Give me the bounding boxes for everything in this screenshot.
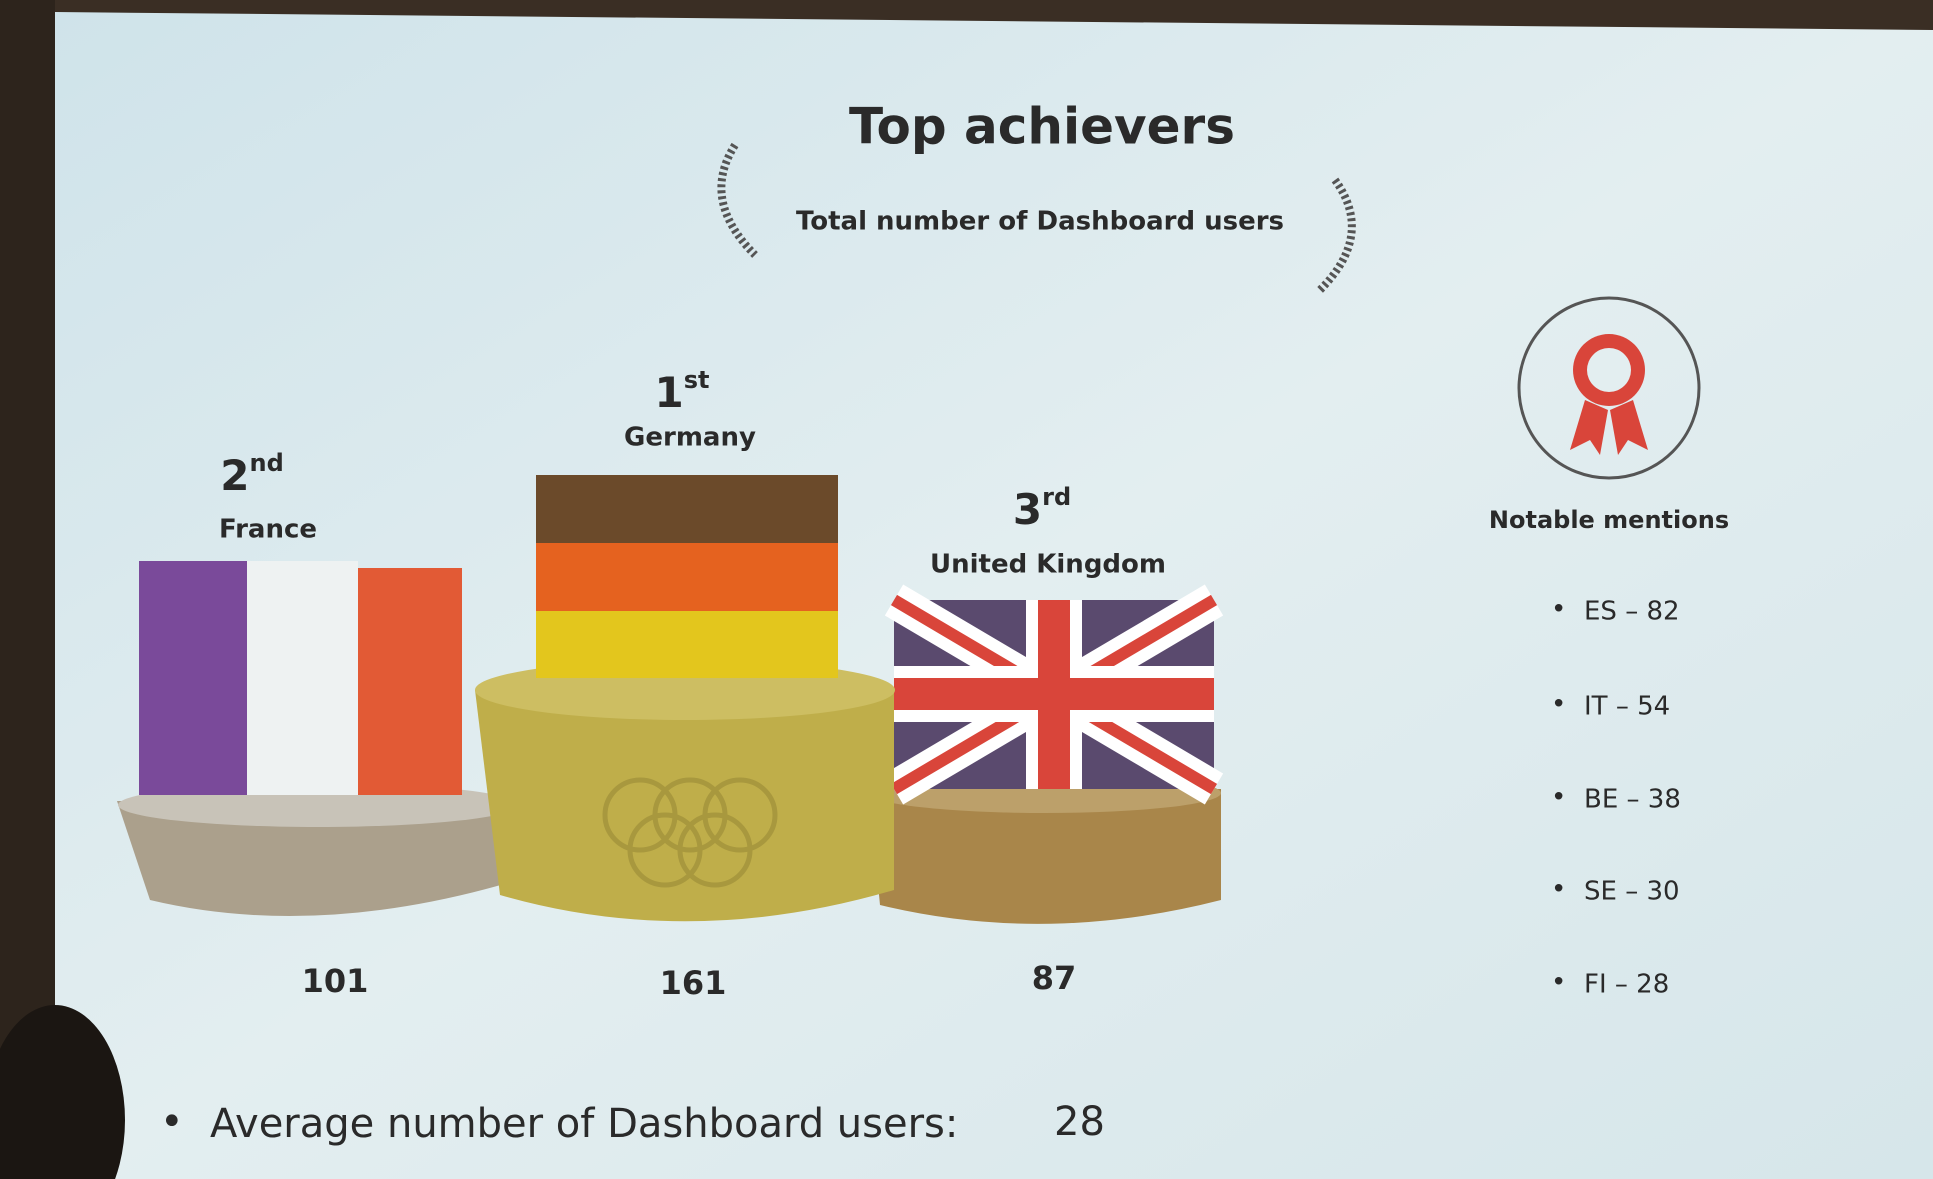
notable-item: ES – 82	[1584, 597, 1680, 627]
rank-suffix: nd	[249, 449, 283, 477]
rank-number: 1	[655, 368, 684, 417]
notable-item: IT – 54	[1584, 692, 1670, 722]
subtitle: Total number of Dashboard users	[796, 207, 1284, 237]
notable-item: SE – 30	[1584, 877, 1680, 907]
rank-suffix: st	[684, 366, 710, 394]
rank-number: 3	[1013, 485, 1042, 534]
notable-item: FI – 28	[1584, 970, 1669, 1000]
average-value: 28	[1054, 1099, 1105, 1145]
flag-france-blue	[139, 561, 247, 795]
value: 87	[1032, 959, 1077, 997]
flag-germany-red	[536, 543, 838, 611]
bullet: •	[1551, 968, 1566, 998]
country: Germany	[624, 423, 756, 453]
medal-circle	[1517, 296, 1701, 480]
medal-icon	[1570, 334, 1648, 455]
country: France	[219, 515, 317, 545]
laurel-left	[717, 142, 758, 258]
flag-germany-gold	[536, 611, 838, 678]
podium-2	[117, 801, 518, 916]
average-label: Average number of Dashboard users:	[210, 1101, 958, 1147]
rank: 1st	[655, 366, 710, 417]
rank: 3rd	[1013, 483, 1071, 534]
title: Top achievers	[849, 98, 1235, 156]
country: United Kingdom	[930, 550, 1166, 580]
notable-heading: Notable mentions	[1489, 506, 1729, 534]
flag-france-white	[247, 561, 358, 795]
bullet: •	[160, 1099, 184, 1145]
bullet: •	[1551, 690, 1566, 720]
flag-germany-black	[536, 475, 838, 543]
frame	[0, 0, 55, 1179]
notable-item: BE – 38	[1584, 785, 1681, 815]
value: 161	[660, 964, 727, 1002]
olympic-rings	[602, 777, 778, 888]
bullet: •	[1551, 595, 1566, 625]
rank-suffix: rd	[1042, 483, 1071, 511]
flag-france-red	[358, 568, 462, 795]
laurel-right	[1317, 177, 1356, 293]
podium-3	[869, 789, 1221, 924]
podium-1	[475, 690, 894, 922]
rank-number: 2	[220, 451, 249, 500]
flag-uk	[884, 584, 1224, 805]
bullet: •	[1551, 875, 1566, 905]
notable-list: • ES – 82 • IT – 54 • BE – 38 • SE – 30 …	[1551, 595, 1681, 1000]
value: 101	[302, 962, 369, 1000]
bullet: •	[1551, 783, 1566, 813]
viewer-head	[0, 1005, 125, 1179]
rank: 2nd	[220, 449, 284, 500]
